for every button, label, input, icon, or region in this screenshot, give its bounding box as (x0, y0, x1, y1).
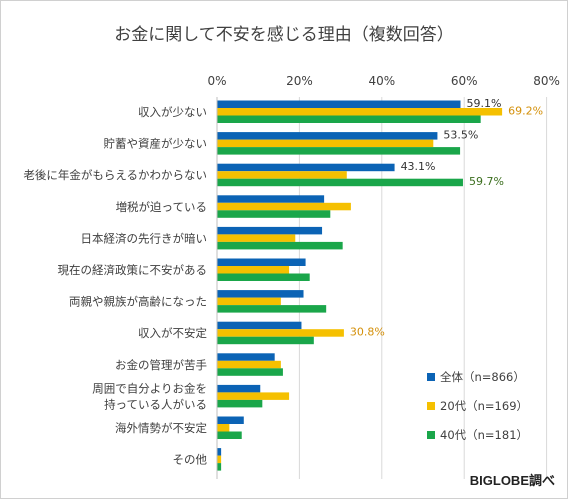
data-label: 30.8% (350, 326, 385, 339)
gridlines (298, 97, 548, 479)
bar (217, 416, 244, 424)
x-tick-label: 80% (533, 74, 560, 88)
bar (217, 163, 395, 172)
bar (217, 455, 222, 464)
bar (217, 448, 222, 456)
bar (217, 297, 281, 306)
legend-label: 40代（n=181） (440, 428, 528, 442)
bar (217, 273, 310, 281)
bar (217, 336, 314, 345)
bar (217, 305, 327, 313)
category-label: お金の管理が苦手 (115, 358, 207, 372)
x-tick-label: 60% (451, 74, 478, 88)
category-label: 老後に年金がもらえるかわからない (23, 168, 207, 182)
data-label: 69.2% (508, 105, 543, 118)
bar (217, 266, 290, 274)
source-note: BIGLOBE調べ (470, 473, 555, 488)
x-tick-label: 0% (207, 74, 226, 88)
bar (217, 241, 343, 250)
category-label: 貯蓄や資産が少ない (104, 137, 208, 151)
bar (217, 431, 242, 439)
category-labels: 収入が少ない貯蓄や資産が少ない老後に年金がもらえるかわからない増税が迫っている日… (23, 105, 207, 467)
data-labels: 59.1% 53.5% 43.1% 69.2% 30.8% 59.7% (350, 97, 543, 339)
bar (217, 132, 438, 140)
legend: 全体（n=866） 20代（n=169） 40代（n=181） (427, 370, 528, 442)
bar (217, 329, 344, 337)
data-label: 59.1% (466, 97, 501, 110)
data-label: 43.1% (401, 160, 436, 173)
legend-swatch (427, 373, 435, 381)
category-label: 周囲で自分よりお金を持っている人がいる (92, 381, 207, 411)
category-label: 収入が不安定 (138, 326, 207, 340)
x-tick-label: 40% (368, 74, 395, 88)
x-axis-ticks: 0% 20% 40% 60% 80% (207, 74, 559, 88)
bar (217, 360, 281, 369)
bar (217, 290, 304, 298)
category-label: 海外情勢が不安定 (115, 421, 207, 435)
bar (217, 115, 481, 123)
bar (217, 321, 302, 330)
bar (217, 463, 222, 471)
bar (217, 353, 275, 361)
legend-swatch (427, 431, 435, 439)
bar (217, 424, 230, 432)
category-label: 増税が迫っている (116, 200, 207, 214)
bar (217, 392, 290, 400)
legend-label: 全体（n=866） (440, 370, 525, 384)
bar (217, 258, 306, 266)
bar (217, 234, 296, 242)
bar (217, 108, 503, 116)
bar (217, 195, 325, 203)
bar (217, 202, 351, 211)
chart-title: お金に関して不安を感じる理由（複数回答） (114, 25, 454, 45)
category-label: 両親や親族が高齢になった (69, 295, 207, 309)
data-label: 59.7% (469, 175, 504, 188)
bar (217, 171, 347, 179)
category-label: 収入が少ない (138, 105, 207, 119)
data-label: 53.5% (443, 129, 478, 142)
bar (217, 399, 263, 408)
bar (217, 384, 261, 393)
category-label: その他 (173, 453, 208, 467)
bars (217, 100, 503, 471)
bar (217, 178, 463, 187)
bar (217, 139, 434, 148)
bar (217, 210, 331, 218)
category-label: 現在の経済政策に不安がある (58, 263, 208, 277)
bar (217, 147, 461, 155)
bar (217, 368, 283, 376)
category-label: 日本経済の先行きが暗い (81, 231, 208, 245)
legend-label: 20代（n=169） (440, 399, 528, 413)
bar (217, 100, 461, 108)
x-tick-label: 20% (286, 74, 313, 88)
bar (217, 226, 323, 235)
legend-swatch (427, 402, 435, 410)
